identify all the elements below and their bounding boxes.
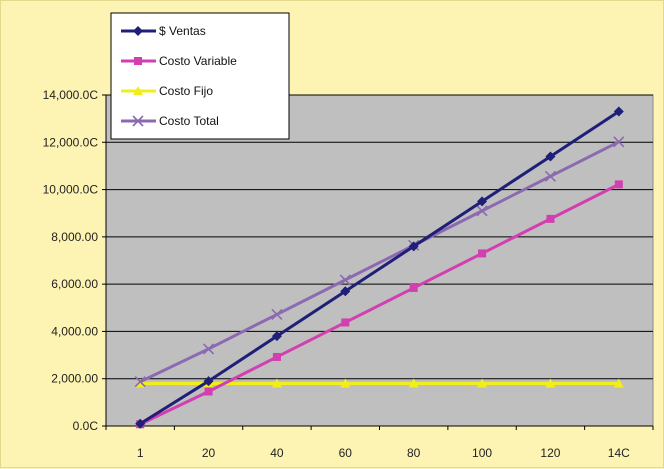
data-point — [341, 318, 350, 327]
data-point — [409, 283, 418, 292]
data-point — [271, 378, 282, 388]
legend-swatch-marker — [132, 115, 144, 127]
data-point — [613, 106, 624, 117]
data-point — [478, 249, 487, 258]
data-point — [545, 378, 556, 388]
x-tick-label: 20 — [202, 446, 216, 460]
data-point — [271, 331, 282, 342]
data-point — [340, 286, 351, 297]
x-tick-label: 120 — [540, 446, 560, 460]
y-tick-label: 2,000.00 — [51, 372, 98, 386]
data-point — [339, 274, 351, 286]
series-line — [139, 140, 620, 384]
data-point — [134, 376, 146, 388]
legend-swatch-marker — [133, 86, 143, 95]
data-point — [476, 205, 488, 217]
data-point — [477, 196, 488, 207]
data-point — [271, 308, 283, 320]
data-point — [408, 241, 419, 252]
x-tick-label: 100 — [472, 446, 492, 460]
y-tick-label: 8,000.00 — [51, 230, 98, 244]
y-tick-label: 12,000.0C — [43, 135, 99, 149]
data-point — [203, 376, 214, 387]
data-point — [135, 418, 146, 429]
legend-swatch-marker — [134, 57, 142, 65]
data-point — [614, 180, 623, 189]
data-point — [204, 387, 213, 396]
data-point — [408, 378, 419, 388]
data-point — [546, 214, 555, 223]
legend-swatch-marker — [133, 26, 143, 36]
series-line — [139, 183, 620, 426]
legend-label: $ Ventas — [159, 24, 206, 38]
y-tick-label: 10,000.0C — [43, 183, 99, 197]
x-tick-label: 40 — [270, 446, 284, 460]
data-point — [202, 343, 215, 355]
data-point — [272, 352, 281, 361]
data-point — [545, 151, 556, 162]
series-line — [139, 110, 620, 426]
x-tick-label: 60 — [339, 446, 353, 460]
legend-label: Costo Total — [159, 114, 219, 128]
data-point — [613, 136, 625, 148]
y-tick-label: 4,000.00 — [51, 324, 98, 338]
y-tick-label: 14,000.0C — [43, 88, 99, 102]
data-point — [340, 378, 351, 388]
legend-label: Costo Fijo — [159, 84, 213, 98]
x-tick-label: 1 — [137, 446, 144, 460]
x-tick-label: 80 — [407, 446, 421, 460]
y-tick-label: 0.0C — [73, 419, 99, 433]
y-tick-label: 6,000.00 — [51, 277, 98, 291]
legend-label: Costo Variable — [159, 54, 237, 68]
data-point — [477, 378, 488, 388]
data-point — [544, 170, 557, 182]
data-point — [613, 378, 624, 388]
x-tick-label: 14C — [608, 446, 630, 460]
